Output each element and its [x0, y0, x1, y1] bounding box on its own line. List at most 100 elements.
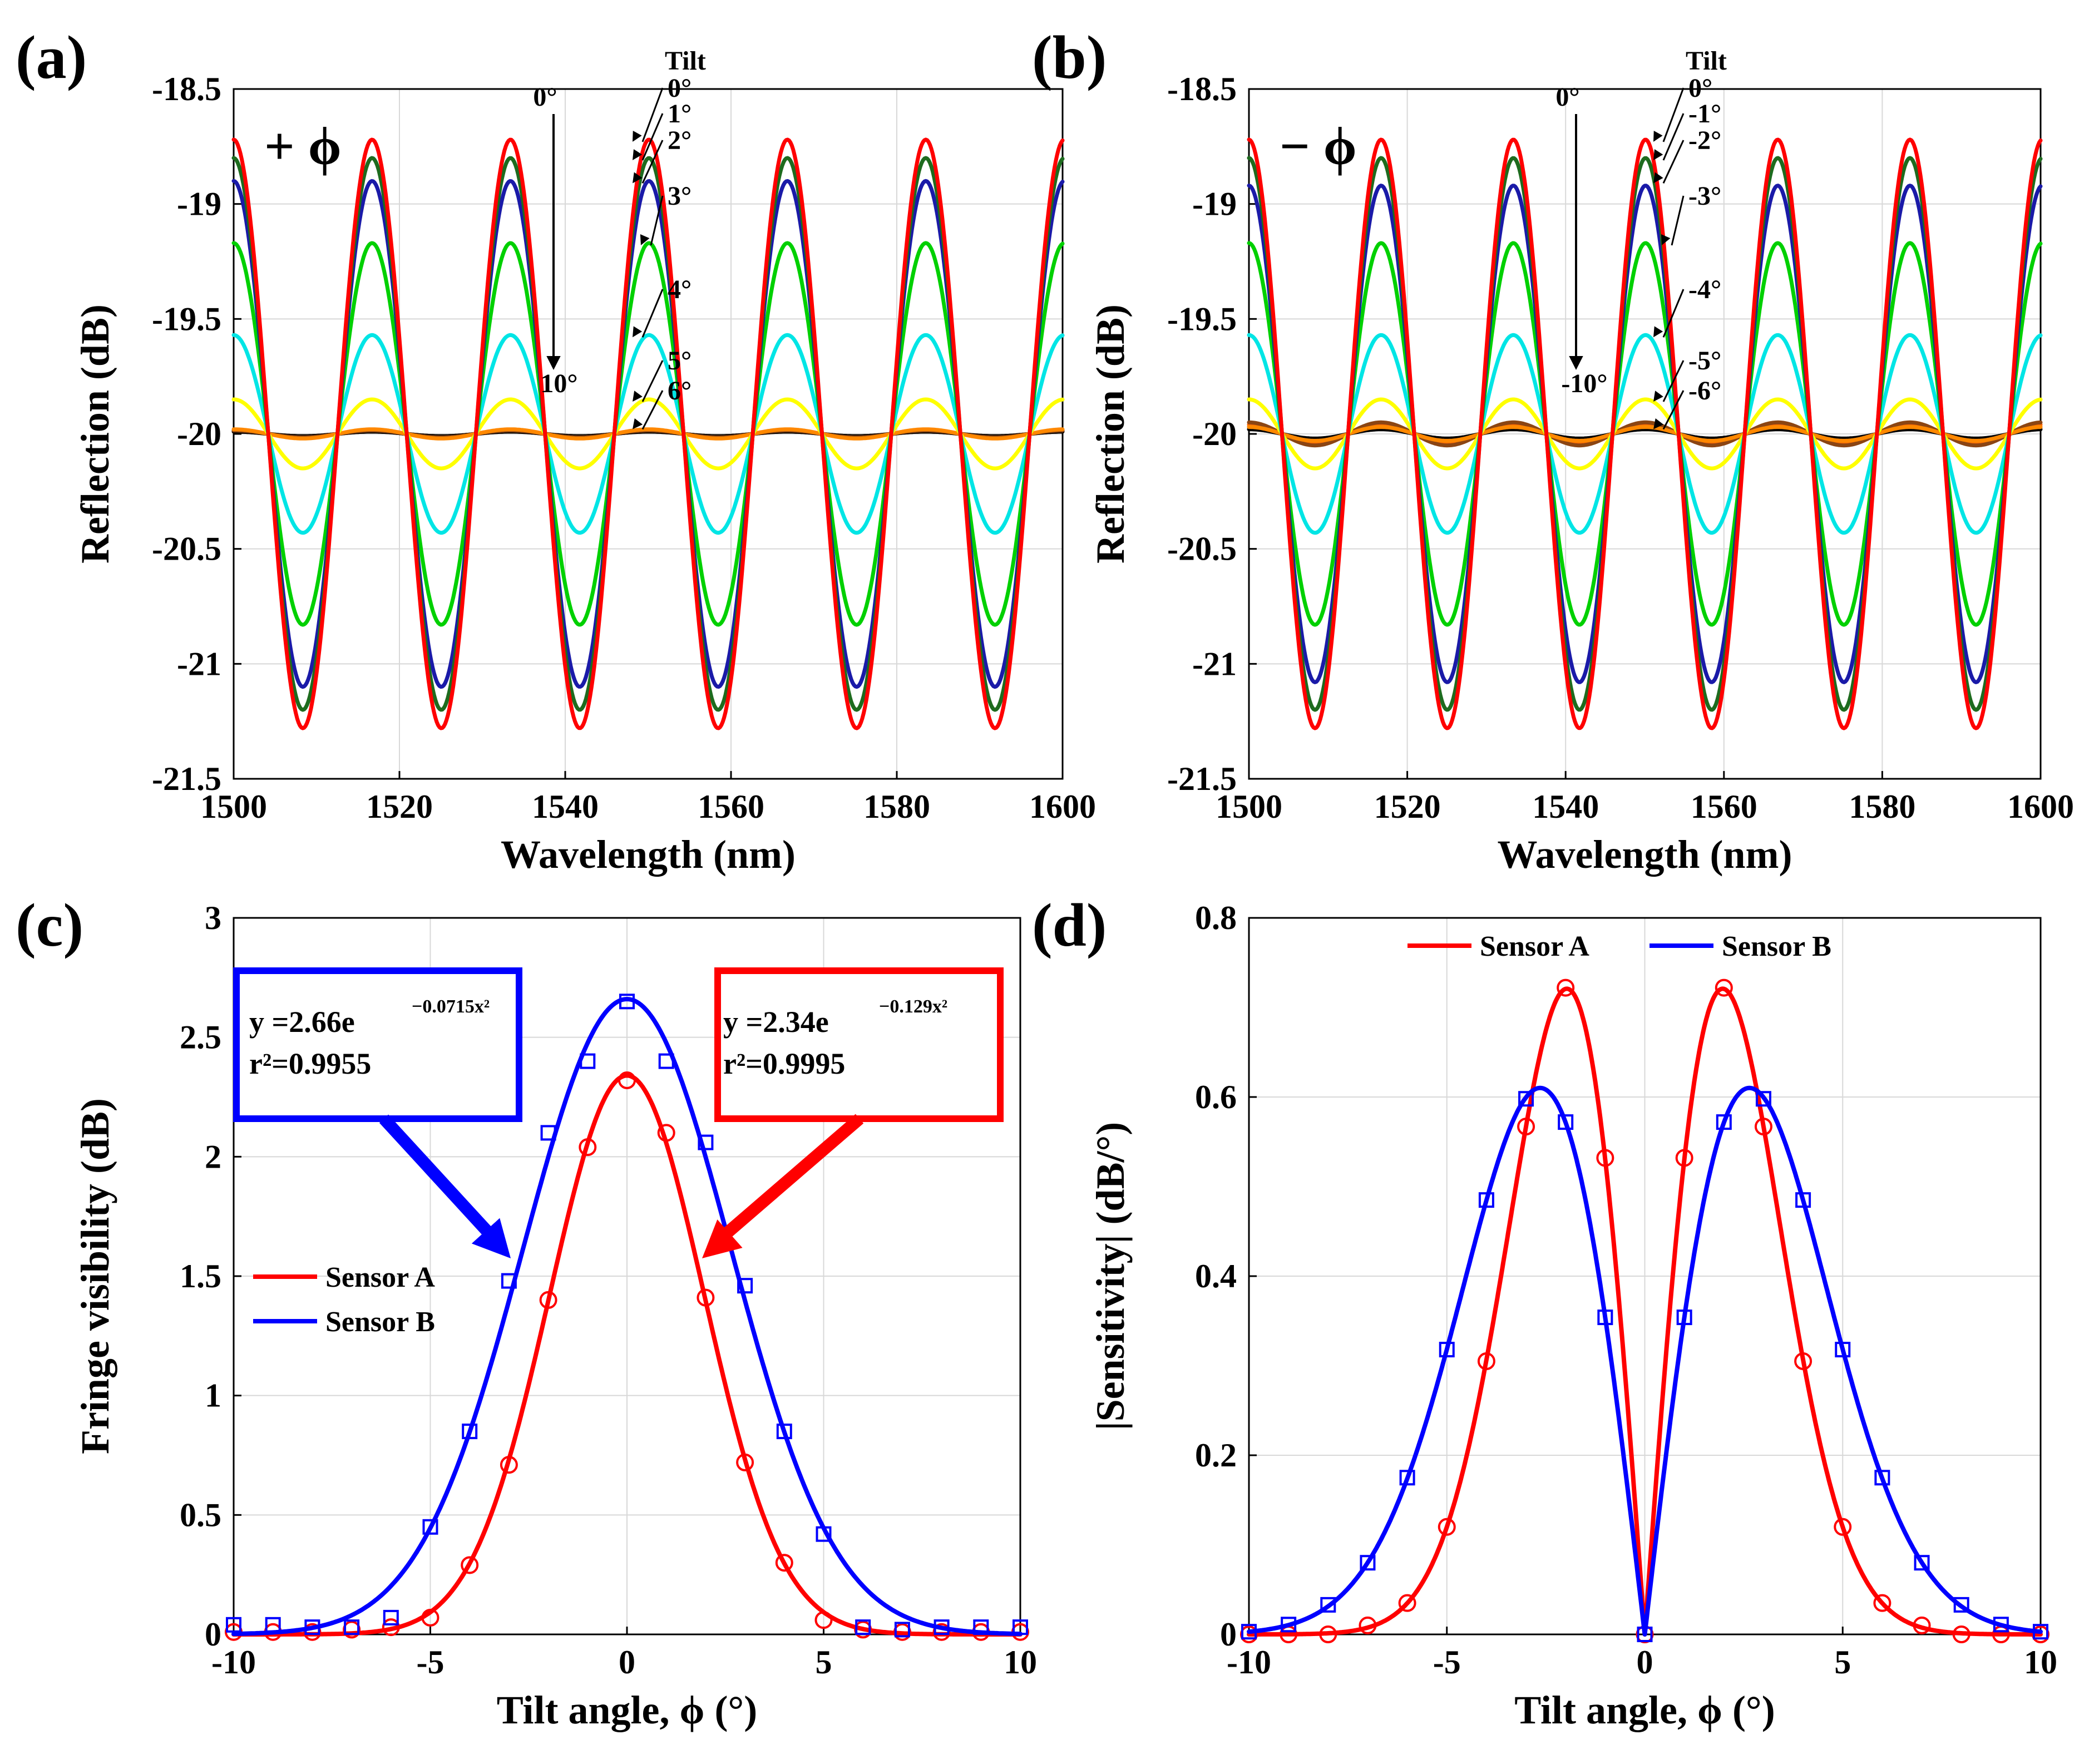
x-tick-label: -10	[211, 1644, 256, 1681]
data-point-sensor-a	[775, 1554, 793, 1572]
tilt-trend-arrowhead	[546, 356, 561, 370]
data-point-sensor-b	[698, 1134, 714, 1150]
y-tick-label: 0	[205, 1616, 221, 1653]
legend-label-sensor-b: Sensor B	[1722, 931, 1831, 962]
data-point-sensor-b	[462, 1424, 478, 1440]
data-point-sensor-a	[1794, 1352, 1813, 1370]
data-point-sensor-a	[618, 1071, 636, 1089]
arrow-start-label: 0°	[1555, 82, 1579, 112]
x-tick-label: 5	[1834, 1644, 1851, 1681]
panel-b: 1500 1520 1540 1560 1580 1600 -21.5 -21 -20.5 -20…	[1032, 23, 2074, 877]
x-tick-label: 1500	[1216, 788, 1282, 825]
data-point-sensor-a	[1438, 1518, 1456, 1536]
data-point-sensor-b	[540, 1125, 556, 1141]
tilt-pointer	[641, 140, 664, 184]
data-point-sensor-b	[226, 1617, 241, 1633]
series-line-tilt-0	[231, 137, 1065, 730]
data-point-sensor-b	[265, 1617, 281, 1633]
equation-exponent-sensor-b: −0.0715x²	[412, 996, 490, 1017]
tilt-label: -5°	[1688, 346, 1721, 375]
legend-label-sensor-b: Sensor B	[325, 1306, 435, 1338]
y-tick-label: 0	[1220, 1616, 1237, 1653]
tilt-label: 3°	[668, 181, 692, 211]
y-tick-label: 2	[205, 1138, 221, 1175]
data-point-sensor-b	[934, 1619, 950, 1635]
series-line-tilt-6	[231, 427, 1065, 441]
data-point-sensor-b	[344, 1619, 360, 1635]
data-point-sensor-b	[816, 1526, 832, 1542]
y-tick-label: -19.5	[152, 300, 221, 337]
data-point-sensor-a	[1477, 1352, 1495, 1370]
y-axis-title: |Sensitivity| (dB/°)	[1088, 1122, 1133, 1431]
tilt-label: -4°	[1688, 275, 1721, 304]
y-tick-label: -19	[177, 186, 221, 223]
data-point-sensor-a	[461, 1556, 479, 1574]
data-point-sensor-b	[855, 1619, 871, 1635]
tilt-label: 5°	[668, 346, 692, 375]
y-tick-label: 0.2	[1195, 1437, 1237, 1474]
data-point-sensor-b	[1795, 1192, 1811, 1208]
data-point-sensor-a	[1359, 1616, 1377, 1634]
axes-box	[233, 917, 1021, 1635]
y-tick-label: 0.4	[1195, 1258, 1237, 1294]
data-point-sensor-a	[1715, 979, 1733, 997]
x-axis-title: Wavelength (nm)	[501, 832, 796, 877]
data-point-sensor-b	[422, 1519, 438, 1535]
data-point-sensor-b	[383, 1609, 399, 1625]
data-point-sensor-b	[501, 1273, 517, 1289]
tilt-pointer	[1671, 195, 1685, 246]
panel-d: -10 -5 0 5 10 0 0.2 0.4 0.6 0.8 Tilt angle, ϕ (°) |…	[1032, 891, 2057, 1732]
data-point-sensor-b	[2033, 1624, 2048, 1640]
y-tick-label: 0.8	[1195, 900, 1237, 936]
data-point-sensor-b	[894, 1622, 910, 1638]
data-point-sensor-b	[1676, 1310, 1692, 1326]
panel-c: -10 -5 0 5 10 0 0.5 1 1.5 2 2.5 3 Tilt angle, ϕ (°) F…	[16, 891, 1037, 1732]
data-point-sensor-a	[421, 1608, 439, 1627]
tilt-pointer	[650, 195, 664, 246]
x-tick-label: 1560	[1691, 788, 1757, 825]
data-point-sensor-a	[1596, 1149, 1614, 1167]
data-point-sensor-a	[1834, 1518, 1852, 1536]
data-point-sensor-a	[1398, 1594, 1416, 1612]
y-tick-label: -21.5	[1167, 760, 1237, 797]
y-tick-label: -21	[177, 645, 221, 682]
data-point-sensor-b	[1993, 1617, 2009, 1633]
tilt-sign-label: − ϕ	[1280, 116, 1357, 176]
series-line-tilt-2	[231, 179, 1065, 689]
panel-label: (b)	[1032, 23, 1107, 91]
data-point-sensor-b	[1399, 1470, 1415, 1486]
x-tick-label: 1500	[200, 788, 267, 825]
equation-sensor-b: y =2.66e	[249, 1005, 355, 1039]
tilt-pointer	[641, 390, 664, 430]
x-tick-label: 1520	[1374, 788, 1441, 825]
data-point-sensor-b	[737, 1278, 753, 1294]
x-tick-label: 1540	[1532, 788, 1599, 825]
data-point-sensor-a	[814, 1611, 833, 1629]
callout-arrowhead-sensor-b	[471, 1218, 511, 1258]
tilt-label: 1°	[668, 99, 692, 129]
series-line-tilt--4	[1247, 333, 2043, 535]
callout-arrowhead-sensor-a	[702, 1219, 743, 1258]
x-tick-label: -5	[1433, 1644, 1461, 1681]
y-tick-label: -18.5	[152, 71, 221, 107]
tilt-label: -6°	[1688, 376, 1721, 406]
tilt-pointer-head	[1653, 391, 1663, 402]
tilt-pointer	[641, 360, 664, 402]
fit-line-sensor-b	[231, 997, 1023, 1637]
data-point-sensor-b	[1716, 1114, 1732, 1130]
y-tick-label: 0.6	[1195, 1079, 1237, 1115]
series-line-tilt--3	[1247, 241, 2043, 627]
y-tick-label: 3	[205, 900, 221, 936]
data-point-sensor-b	[776, 1424, 792, 1440]
y-tick-label: -20	[177, 416, 221, 452]
fit-line-sensor-a	[231, 1073, 1023, 1637]
x-tick-label: 5	[816, 1644, 832, 1681]
tilt-label: 2°	[668, 126, 692, 155]
data-point-sensor-a	[1952, 1625, 1970, 1643]
callout-arrow-sensor-a	[722, 1114, 864, 1239]
series-line-tilt--7	[1247, 420, 2043, 448]
panel-label: (d)	[1032, 891, 1107, 959]
series-line-tilt--2	[1247, 184, 2043, 684]
r-squared-sensor-b: r²=0.9955	[249, 1047, 371, 1080]
x-tick-label: 1560	[698, 788, 764, 825]
